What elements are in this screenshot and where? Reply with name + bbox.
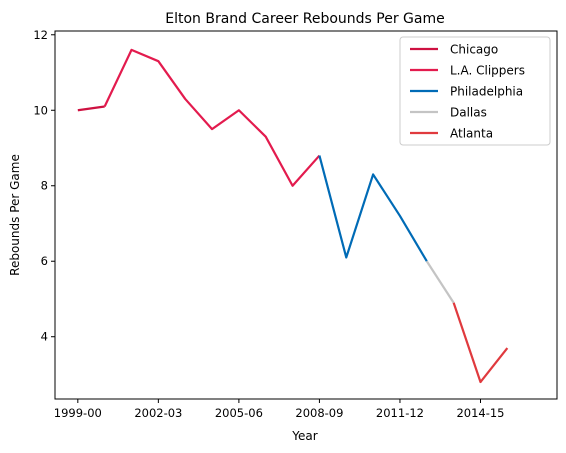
legend-label: Philadelphia [450,85,523,99]
legend-label: L.A. Clippers [450,64,525,78]
x-axis-label: Year [291,429,317,443]
x-tick-label: 2014-15 [456,406,504,420]
series-line-l-a-clippers [103,48,321,187]
series-line-atlanta [452,302,509,384]
plot-frame [54,30,558,400]
x-tick-label: 1999-00 [54,406,102,420]
x-tick-label: 2011-12 [376,406,424,420]
x-tick-label: 2008-09 [295,406,343,420]
legend-label: Atlanta [450,127,493,141]
y-axis: 4 6 8 10 12 [33,28,55,344]
x-axis: 1999-00 2002-03 2005-06 2008-09 2011-12 2014-… [54,399,505,420]
y-tick-label: 12 [33,28,48,42]
series-line-dallas [425,260,455,304]
y-tick-label: 10 [33,103,48,117]
y-tick-label: 8 [41,179,48,193]
y-tick-label: 4 [41,330,48,344]
y-axis-label: Rebounds Per Game [8,154,22,276]
x-tick-label: 2002-03 [134,406,182,420]
series-line-philadelphia [318,155,428,262]
series-line-chicago [77,105,105,112]
plot-lines [77,48,509,384]
legend-label: Chicago [450,43,498,57]
legend-label: Dallas [450,106,487,120]
chart-title: Elton Brand Career Rebounds Per Game [165,11,444,27]
legend: Chicago L.A. Clippers Philadelphia Dallas At… [399,36,551,146]
legend-box [399,36,551,146]
y-tick-label: 6 [41,254,48,268]
x-tick-label: 2005-06 [215,406,263,420]
